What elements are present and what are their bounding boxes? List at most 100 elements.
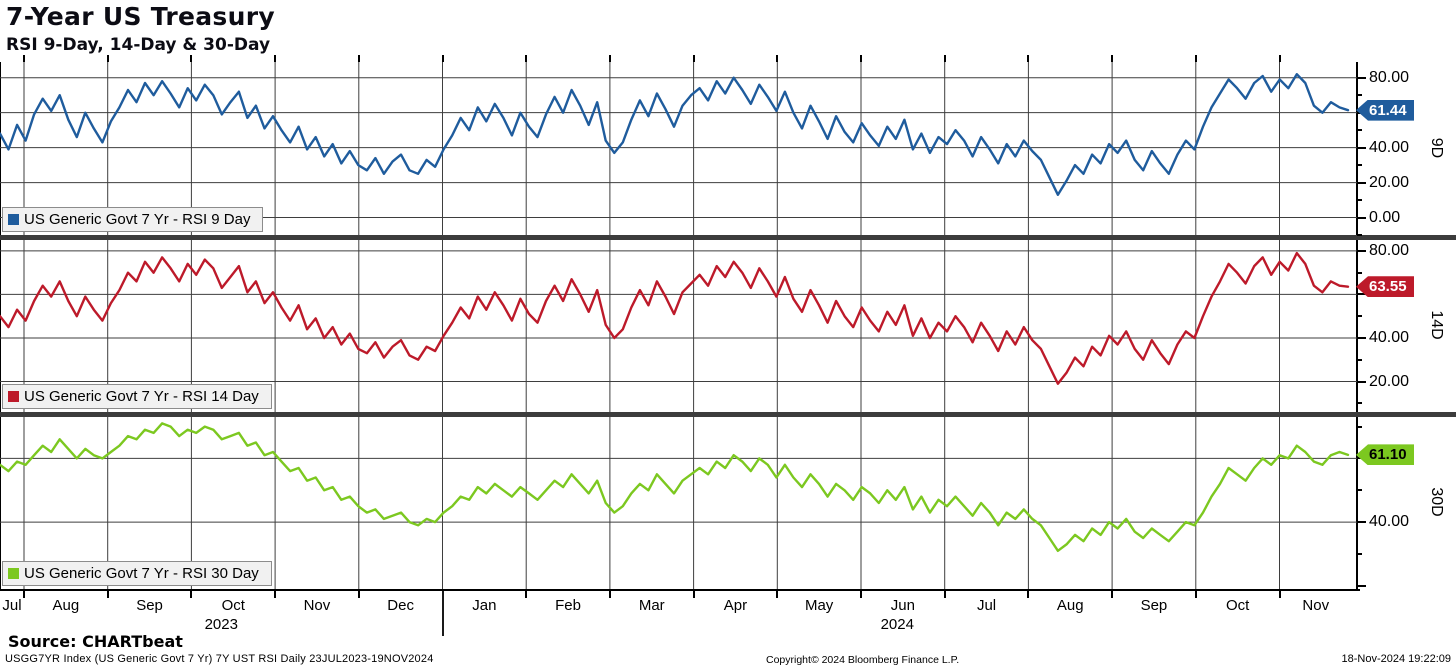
axis-tick [1357,552,1362,555]
month-label: Apr [723,597,748,614]
month-label: Oct [221,597,245,614]
panel-separator [0,235,1456,240]
month-tick [357,55,360,62]
axis-tick [1357,521,1366,524]
month-tick [776,591,779,598]
terminal-info: USGG7YR Index (US Generic Govt 7 Yr) 7Y … [5,653,434,665]
legend-label-rsi-30d: US Generic Govt 7 Yr - RSI 30 Day [24,565,259,582]
month-label: May [804,597,834,614]
axis-tick-label: 40.00 [1369,328,1410,346]
axis-tick [1357,293,1366,296]
month-tick [106,55,109,62]
panel-tag-9d: 9D [1428,137,1445,158]
month-label: Nov [303,597,331,614]
month-label: Jun [890,597,915,614]
axis-tick [1357,315,1362,318]
panel-tag-30d: 30D [1428,487,1445,517]
legend-rsi-9d: US Generic Govt 7 Yr - RSI 9 Day [2,207,264,232]
month-tick [860,591,862,598]
rsi-9d-plot [0,62,1358,235]
year-label: 2023 [204,616,238,633]
rsi-30d-panel: US Generic Govt 7 Yr - RSI 30 Day [0,417,1358,589]
axis-tick [1357,402,1362,405]
axis-tick [1357,146,1366,149]
rsi-14d-panel: US Generic Govt 7 Yr - RSI 14 Day [0,240,1358,412]
month-tick [1194,591,1197,598]
top-month-ticks [0,55,1360,62]
x-axis-line [0,589,1360,591]
month-label: Aug [52,597,80,614]
axis-tick [1357,380,1366,383]
month-label: Dec [387,597,414,614]
axis-tick [1357,216,1366,219]
copyright-notice: Copyright© 2024 Bloomberg Finance L.P. [766,654,960,666]
month-tick [1278,591,1281,598]
month-tick [608,55,611,62]
month-tick [525,55,528,62]
axis-tick [1357,129,1362,132]
month-tick [274,55,277,62]
rsi-30d-plot [0,417,1358,589]
month-tick [943,591,946,598]
last-value-badge-30d: 61.10 [1356,444,1414,466]
month-label: Oct [1225,597,1250,614]
month-labels-row: Jul Aug Sep Oct Nov Dec Jan Feb Mar Apr May Jun Jul A… [0,597,1360,614]
timestamp: 18-Nov-2024 19:22:09 [1341,653,1451,665]
month-label: Jan [472,597,497,614]
month-label: Nov [1302,597,1330,614]
month-tick [23,591,25,598]
month-label: Sep [1140,597,1168,614]
legend-swatch-rsi-9d [8,214,19,225]
month-tick [441,55,444,62]
axis-tick [1357,271,1362,274]
month-tick [23,55,25,62]
axis-tick-label: 20.00 [1369,173,1410,191]
axis-tick [1357,76,1366,79]
month-label: Mar [638,597,665,614]
right-axis-9d: 80.00 40.00 20.00 0.00 [1357,62,1456,236]
last-value-badge-14d: 63.55 [1356,276,1414,298]
axis-tick [1357,358,1362,361]
month-tick [692,591,695,598]
month-tick [692,55,695,62]
month-tick [1027,55,1030,62]
right-axis-line [1356,62,1358,590]
month-tick [190,55,193,62]
month-tick [608,591,611,598]
axis-tick-label: 0.00 [1369,208,1401,226]
month-tick [943,55,946,62]
axis-tick [1357,164,1362,167]
axis-tick-label: 20.00 [1369,372,1410,390]
month-label: Feb [555,597,581,614]
year-label: 2024 [880,616,914,633]
month-tick [860,55,862,62]
month-tick [1278,55,1281,62]
month-tick [357,591,360,598]
month-tick [776,55,779,62]
month-tick [1111,55,1114,62]
month-tick [1194,55,1197,62]
axis-tick [1357,199,1362,202]
legend-swatch-rsi-14d [8,391,19,402]
axis-tick [1357,336,1366,339]
month-tick [106,591,109,598]
month-tick [525,591,528,598]
year-labels-row: 2023 2024 [0,616,1360,633]
month-label: Jul [2,597,22,614]
legend-rsi-14d: US Generic Govt 7 Yr - RSI 14 Day [2,384,272,409]
panel-tag-14d: 14D [1428,310,1445,340]
year-divider [441,591,444,636]
rsi-14d-plot [0,240,1358,412]
legend-label-rsi-9d: US Generic Govt 7 Yr - RSI 9 Day [24,211,251,228]
plot-left-border [0,62,1,590]
axis-tick [1357,249,1366,252]
axis-tick-label: 40.00 [1369,513,1410,531]
page-title: 7-Year US Treasury [6,2,275,31]
month-tick [1027,591,1030,598]
month-tick [1111,591,1114,598]
page-subtitle: RSI 9-Day, 14-Day & 30-Day [6,35,271,55]
legend-label-rsi-14d: US Generic Govt 7 Yr - RSI 14 Day [24,388,259,405]
axis-tick [1357,94,1362,97]
axis-tick [1357,234,1362,236]
